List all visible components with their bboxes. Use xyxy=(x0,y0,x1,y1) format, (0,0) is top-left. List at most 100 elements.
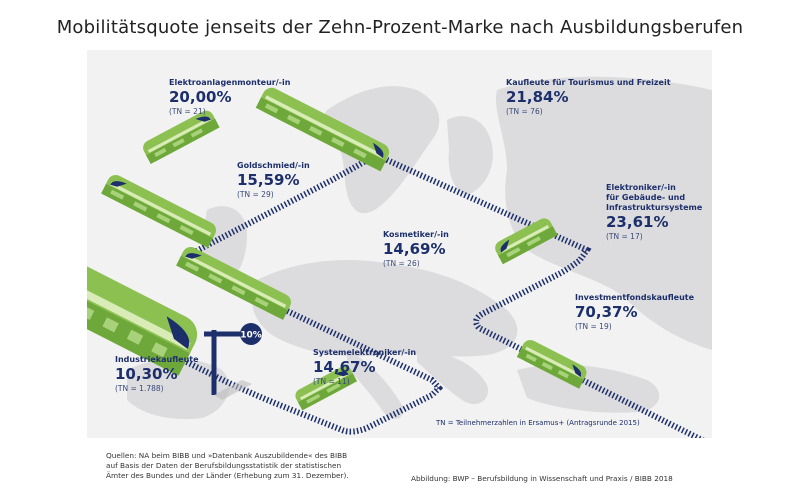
occupation-name-line3: Infrastruktursysteme xyxy=(606,203,703,212)
train-window xyxy=(331,137,345,148)
train-window xyxy=(309,125,323,136)
occupation-name: Investmentfondskaufleute xyxy=(575,293,695,302)
train-windshield xyxy=(373,142,384,158)
mobility-rate: 14,69% xyxy=(383,240,446,258)
train-side xyxy=(87,221,190,376)
train-window xyxy=(190,128,203,138)
participant-count: (TN = 1.788) xyxy=(115,384,164,393)
legend-note: TN = Teilnehmerzahlen in Ersamus+ (Antra… xyxy=(436,419,640,427)
train-1 xyxy=(143,110,220,165)
train-window xyxy=(506,247,521,258)
mobility-rate: 23,61% xyxy=(606,213,669,231)
train-3 xyxy=(101,174,217,248)
train-window xyxy=(286,114,301,125)
label-investmentfondskaufleute: Investmentfondskaufleute 70,37% (TN = 19… xyxy=(575,293,694,332)
train-window xyxy=(525,353,537,363)
train-window xyxy=(231,285,246,296)
train-stripe xyxy=(499,224,550,254)
train-windshield xyxy=(572,364,582,378)
infographic-panel: 10% Elektroanlagenmonteur/-in 20,00% (TN… xyxy=(87,50,712,438)
source-line: Ämter des Bundes und der Länder (Erhebun… xyxy=(106,471,349,480)
mobility-rate: 10,30% xyxy=(115,365,178,383)
occupation-name-line2: für Gebäude- und xyxy=(606,193,686,202)
occupation-name: Industriekaufleute xyxy=(115,355,199,364)
participant-count: (TN = 29) xyxy=(237,190,274,199)
map-illustration: 10% xyxy=(87,76,712,438)
signpost-shadow xyxy=(214,380,252,400)
train-window xyxy=(156,213,171,224)
train-window xyxy=(526,236,541,247)
chart-title: Mobilitätsquote jenseits der Zehn-Prozen… xyxy=(56,17,744,38)
train-windshield xyxy=(166,316,190,350)
train-window xyxy=(126,329,144,345)
mobility-rate: 20,00% xyxy=(169,88,232,106)
train-2 xyxy=(255,87,390,172)
train-window xyxy=(557,370,569,379)
mobility-rate: 14,67% xyxy=(313,358,376,376)
train-stripe xyxy=(300,372,350,401)
label-industriekaufleute: Industriekaufleute 10,30% (TN = 1.788) xyxy=(115,355,199,394)
label-goldschmied: Goldschmied/-in 15,59% (TN = 29) xyxy=(237,161,310,200)
map-iberia xyxy=(127,358,230,420)
map-finland xyxy=(447,116,493,195)
train-window xyxy=(102,317,119,333)
train-window xyxy=(87,304,95,320)
source-note: Quellen: NA beim BIBB und »Datenbank Aus… xyxy=(106,451,406,481)
label-kosmetiker: Kosmetiker/-in 14,69% (TN = 26) xyxy=(383,230,449,269)
train-7 xyxy=(87,200,198,376)
source-line: auf Basis der Daten der Berufsbildungsst… xyxy=(106,461,342,470)
occupation-name: Elektroanlagenmonteur/-in xyxy=(169,78,291,87)
train-side xyxy=(498,226,558,265)
train-window xyxy=(154,147,167,157)
participant-count: (TN = 26) xyxy=(383,259,420,268)
participant-count: (TN = 76) xyxy=(506,107,543,116)
train-window xyxy=(306,393,321,404)
occupation-name-line1: Elektroniker/-in xyxy=(606,183,676,192)
occupation-name: Goldschmied/-in xyxy=(237,161,310,170)
railway-track xyxy=(87,153,705,438)
threshold-signpost: 10% xyxy=(204,323,262,400)
label-kaufleute-tourismus: Kaufleute für Tourismus und Freizeit 21,… xyxy=(506,78,671,117)
participant-count: (TN = 19) xyxy=(575,322,612,331)
train-window xyxy=(208,273,223,284)
occupation-name: Systemelektroniker/-in xyxy=(313,348,417,357)
map-italy-balkans xyxy=(347,350,488,420)
train-window xyxy=(353,148,367,159)
label-systemelektroniker: Systemelektroniker/-in 14,67% (TN = 11) xyxy=(313,348,416,387)
source-line: Quellen: NA beim BIBB und »Datenbank Aus… xyxy=(106,451,348,460)
track-ties xyxy=(87,153,705,438)
train-windshield xyxy=(195,116,211,122)
train-window xyxy=(541,361,553,371)
train-5 xyxy=(176,246,292,320)
train-6 xyxy=(516,339,587,389)
train-window xyxy=(264,103,279,114)
trains xyxy=(87,87,587,411)
train-windshield xyxy=(500,239,510,253)
signpost-label: 10% xyxy=(240,331,262,341)
europe-map xyxy=(127,76,712,420)
train-window xyxy=(172,138,185,148)
label-elektroniker-gebaeude: Elektroniker/-in für Gebäude- und Infras… xyxy=(606,183,702,242)
train-window xyxy=(110,189,125,200)
train-stripe xyxy=(184,254,287,308)
participant-count: (TN = 11) xyxy=(313,377,350,386)
participant-count: (TN = 17) xyxy=(606,232,643,241)
train-window xyxy=(179,225,194,236)
label-elektroanlagenmonteur: Elektroanlagenmonteur/-in 20,00% (TN = 2… xyxy=(169,78,290,117)
train-windshield xyxy=(334,371,349,377)
train-4 xyxy=(495,218,558,265)
occupation-name: Kosmetiker/-in xyxy=(383,230,449,239)
train-window xyxy=(185,261,200,272)
train-window xyxy=(151,342,168,358)
train-windshield xyxy=(110,181,127,187)
train-stripe xyxy=(109,182,212,236)
train-8 xyxy=(295,366,358,411)
map-central-europe xyxy=(252,260,518,357)
train-stripe xyxy=(525,346,582,378)
train-window xyxy=(254,297,269,308)
map-russia xyxy=(495,76,712,350)
train-window xyxy=(133,201,148,212)
participant-count: (TN = 21) xyxy=(169,107,206,116)
occupation-name: Kaufleute für Tourismus und Freizeit xyxy=(506,78,671,87)
train-stripe xyxy=(87,214,191,351)
